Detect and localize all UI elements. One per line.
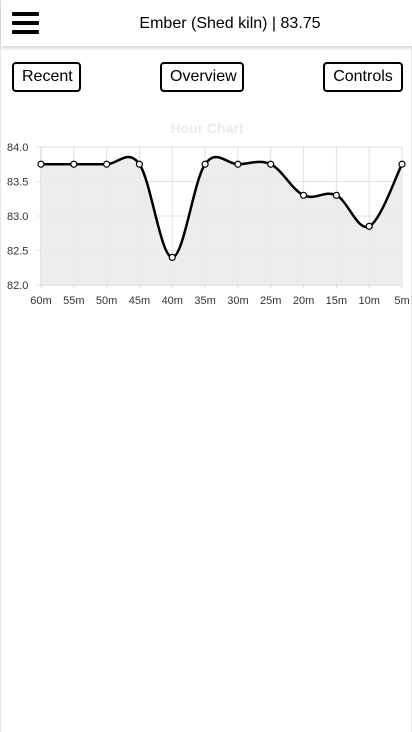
menu-bar-bottom xyxy=(12,30,39,34)
data-point xyxy=(299,191,308,199)
data-point xyxy=(267,160,275,168)
data-point xyxy=(135,160,144,168)
x-tick-label: 55m xyxy=(63,295,84,307)
data-point xyxy=(234,160,242,168)
data-point xyxy=(103,160,111,168)
data-point xyxy=(168,253,176,261)
overview-button[interactable]: Overview xyxy=(160,62,244,92)
menu-bar-top xyxy=(12,12,39,16)
y-tick-label: 82.0 xyxy=(7,280,28,292)
x-tick-label: 25m xyxy=(260,295,281,307)
data-point xyxy=(70,160,78,168)
hour-chart-svg: Hour Chart 84.0 83.5 83.0 82.5 82.0 60m 55m 50… xyxy=(7,120,410,307)
chart-y-ticks: 84.0 83.5 83.0 82.5 82.0 xyxy=(7,142,28,292)
x-tick-label: 15m xyxy=(326,295,347,307)
chart-x-ticks: 60m 55m 50m 45m 40m 35m 30m 25m 20m 15m 10m 5m xyxy=(30,295,409,307)
x-tick-label: 5m xyxy=(394,295,409,307)
x-tick-label: 35m xyxy=(194,295,215,307)
hamburger-menu-icon[interactable] xyxy=(12,12,39,35)
data-point xyxy=(201,160,209,168)
data-point xyxy=(37,160,45,168)
chart-title: Hour Chart xyxy=(170,120,243,136)
x-tick-label: 40m xyxy=(162,295,183,307)
page-title: Ember (Shed kiln) | 83.75 xyxy=(139,15,321,32)
x-tick-label: 45m xyxy=(129,295,150,307)
recent-button[interactable]: Recent xyxy=(12,62,81,92)
x-tick-label: 10m xyxy=(358,295,379,307)
menu-bar-middle xyxy=(12,21,39,25)
chart-points xyxy=(37,160,406,261)
data-point xyxy=(398,160,406,168)
x-tick-label: 30m xyxy=(227,295,248,307)
y-tick-label: 82.5 xyxy=(7,246,28,258)
hour-chart: Hour Chart 84.0 83.5 83.0 82.5 82.0 60m 55m 50… xyxy=(1,110,412,320)
data-point xyxy=(332,191,340,199)
y-tick-label: 83.0 xyxy=(7,211,28,223)
chart-area-fill xyxy=(41,157,402,285)
controls-button[interactable]: Controls xyxy=(323,62,403,92)
x-tick-label: 50m xyxy=(96,295,117,307)
app-header: Ember (Shed kiln) | 83.75 xyxy=(1,0,412,46)
y-tick-label: 83.5 xyxy=(7,177,28,189)
x-tick-label: 60m xyxy=(30,295,51,307)
x-tick-label: 20m xyxy=(293,295,314,307)
y-tick-label: 84.0 xyxy=(7,142,28,154)
data-point xyxy=(365,222,373,230)
